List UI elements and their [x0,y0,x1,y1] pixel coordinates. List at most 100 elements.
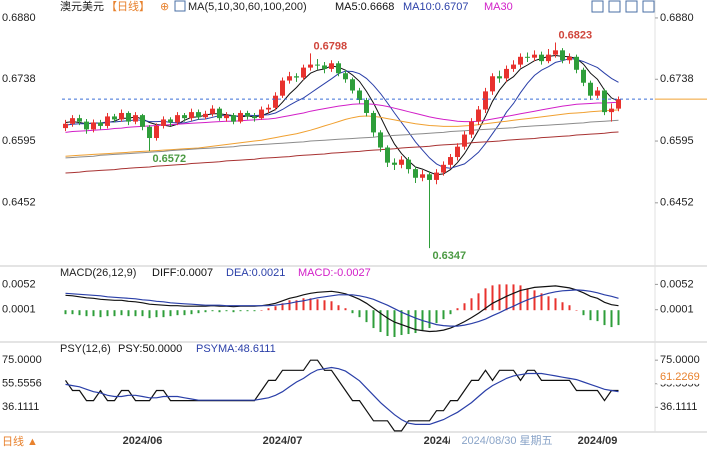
macd-bar [316,299,319,311]
x-tick-label: 2024/07 [263,435,303,447]
macd-bar [547,296,550,311]
legend-entry: MA30 [484,1,513,13]
macd-bar [78,310,81,316]
macd-bar [582,310,585,316]
icon-button[interactable] [625,0,638,13]
macd-bar [533,290,536,311]
indicator-label: MA(5,10,30,60,100,200) [188,1,307,13]
candle-body [147,126,152,139]
candle-body [287,76,292,81]
macd-bar [449,310,452,315]
candle-body [217,108,222,119]
macd-bar [71,310,74,315]
extreme-label: 0.6347 [433,250,467,262]
macd-bar [617,310,620,326]
y-tick-label: 0.0001 [2,304,36,316]
y-tick-label: 0.6595 [2,135,36,147]
moving-average-line [65,109,619,157]
candle-body [469,121,474,135]
extreme-label: 0.6823 [559,29,593,41]
macd-bar [344,308,347,311]
candle-body [315,64,320,66]
y-tick-label: 0.0052 [660,278,694,290]
candle-body [231,115,236,122]
macd-bar [393,310,396,338]
candle-body [546,54,551,62]
candle-body [574,56,579,70]
macd-bar [561,302,564,311]
candle-body [483,91,488,110]
macd-bar [323,300,326,311]
macd-bar [288,300,291,311]
candle-body [560,50,565,61]
candle-body [301,67,306,78]
candle-body [476,109,481,122]
candle-body [364,100,369,113]
macd-bar [267,308,270,311]
macd-bar [358,310,361,318]
macd-bar [113,310,116,317]
macd-bar [337,305,340,311]
candle-body [518,56,523,65]
value-marker-box [657,369,707,384]
macd-bar [281,303,284,311]
moving-average-line [65,131,619,174]
legend-entry: PSYMA:48.6111 [196,343,276,355]
macd-bar [330,301,333,311]
macd-bar [463,303,466,311]
y-tick-label: 36.1111 [660,401,697,413]
icon-button[interactable] [591,0,604,13]
candle-body [553,50,558,55]
candle-body [259,109,264,119]
candle-body [497,76,502,79]
macd-bar [414,310,417,334]
crosshair-date-box [450,433,565,449]
y-tick-label: 36.1111 [2,401,39,413]
candle-body [322,65,327,69]
candle-body [588,82,593,96]
candle-body [462,134,467,147]
macd-bar [106,310,109,317]
macd-bar [190,310,193,315]
toolbar-icons [174,0,655,13]
icon-button[interactable] [642,0,655,13]
candle-body [273,95,278,108]
candle-body [77,118,82,122]
y-tick-label: 0.0052 [2,278,36,290]
macd-bar [211,310,214,312]
icon-button[interactable] [174,0,186,12]
macd-bar [295,300,298,311]
macd-bar [540,293,543,311]
candle-body [84,121,89,130]
macd-bar [253,310,256,312]
moving-average-line [65,101,619,133]
macd-bar [162,310,165,318]
indicator-line [65,366,619,425]
macd-bar [519,285,522,311]
candle-body [357,90,362,101]
indicator-line [65,359,619,432]
candle-body [91,122,96,130]
candle-body [294,76,299,78]
candle-body [434,172,439,180]
candle-body [350,79,355,91]
panel-title: MACD(26,12,9) [60,267,136,279]
macd-bar [379,310,382,333]
footer-label[interactable]: 日线 ▲ [2,434,38,448]
macd-bar [134,310,137,317]
candle-body [511,64,516,69]
y-tick-label: 0.6738 [2,73,36,85]
period-label[interactable]: 【日线】 [106,0,150,13]
macd-bar [554,298,557,311]
macd-bar [575,310,578,311]
candle-body [343,73,348,80]
legend-entry: MA10:0.6707 [403,1,468,13]
macd-bar [260,310,263,311]
add-icon[interactable]: ⊕ [160,1,169,13]
icon-button[interactable] [608,0,621,13]
candle-body [427,174,432,180]
y-tick-label: 55.5556 [2,378,42,390]
candle-body [448,157,453,165]
crosshair-date: 2024/08/30 星期五 [461,434,552,447]
y-tick-label: 0.6452 [2,197,36,209]
